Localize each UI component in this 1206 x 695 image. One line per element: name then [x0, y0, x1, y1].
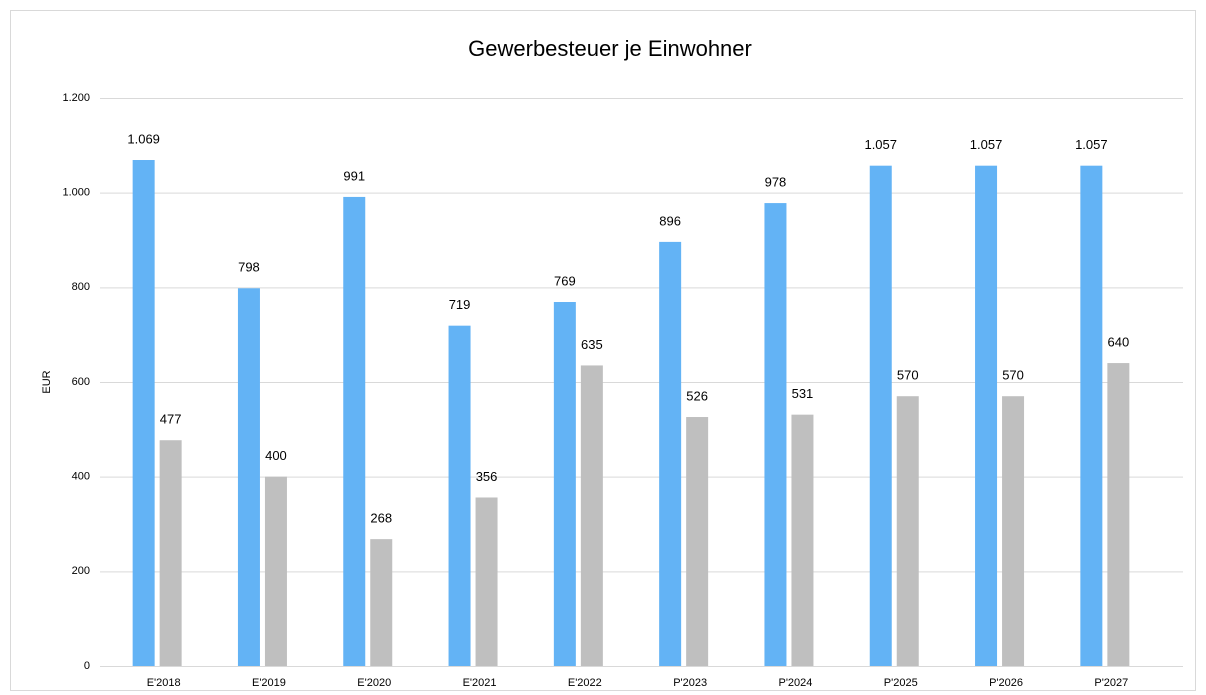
data-label: 769 — [554, 273, 576, 288]
x-tick-label: E'2021 — [463, 677, 497, 689]
data-label: 526 — [686, 388, 708, 403]
bar — [791, 414, 814, 666]
x-tick-label: E'2019 — [252, 677, 286, 689]
bar — [1107, 363, 1130, 666]
bar — [764, 203, 787, 666]
bar — [975, 165, 998, 667]
y-tick-label: 600 — [72, 376, 90, 388]
bar — [370, 539, 393, 666]
data-label: 477 — [160, 412, 182, 427]
x-tick-label: P'2025 — [884, 677, 918, 689]
data-label: 356 — [476, 469, 498, 484]
bar — [475, 497, 498, 666]
data-label: 268 — [370, 511, 392, 526]
x-tick-label: P'2023 — [673, 677, 707, 689]
data-label: 978 — [765, 175, 787, 190]
bar — [132, 160, 155, 667]
data-label: 1.057 — [970, 137, 1003, 152]
data-label: 640 — [1107, 335, 1129, 350]
y-axis-label: EUR — [41, 370, 53, 393]
y-tick-label: 1.000 — [62, 187, 90, 199]
x-tick-label: E'2022 — [568, 677, 602, 689]
bar — [1002, 396, 1025, 666]
y-tick-label: 200 — [72, 565, 90, 577]
data-label: 570 — [1002, 368, 1024, 383]
y-tick-label: 1.200 — [62, 92, 90, 104]
y-tick-label: 400 — [72, 471, 90, 483]
bar — [553, 302, 576, 666]
bar — [448, 325, 471, 666]
y-tick-label: 0 — [84, 660, 90, 672]
data-label: 991 — [343, 168, 365, 183]
chart-title: Gewerbesteuer je Einwohner — [468, 36, 752, 61]
data-label: 400 — [265, 448, 287, 463]
data-label: 798 — [238, 260, 260, 275]
bar — [264, 476, 287, 666]
data-label: 1.057 — [1075, 137, 1108, 152]
data-label: 719 — [449, 297, 471, 312]
bar — [686, 417, 709, 666]
bar — [237, 288, 260, 666]
chart-border — [10, 10, 1196, 691]
data-label: 570 — [897, 368, 919, 383]
y-tick-label: 800 — [72, 281, 90, 293]
bar — [869, 165, 892, 667]
data-label: 1.069 — [127, 131, 160, 146]
x-tick-label: E'2020 — [357, 677, 391, 689]
data-label: 896 — [659, 213, 681, 228]
data-label: 531 — [792, 386, 814, 401]
bar — [159, 440, 182, 666]
bar — [1080, 165, 1103, 667]
bar — [659, 241, 682, 667]
data-label: 635 — [581, 337, 603, 352]
data-label: 1.057 — [864, 137, 897, 152]
x-tick-label: P'2024 — [778, 677, 812, 689]
x-tick-label: E'2018 — [147, 677, 181, 689]
bar — [896, 396, 919, 666]
x-tick-label: P'2027 — [1094, 677, 1128, 689]
bar — [343, 196, 366, 666]
bar — [580, 365, 603, 666]
x-tick-label: P'2026 — [989, 677, 1023, 689]
